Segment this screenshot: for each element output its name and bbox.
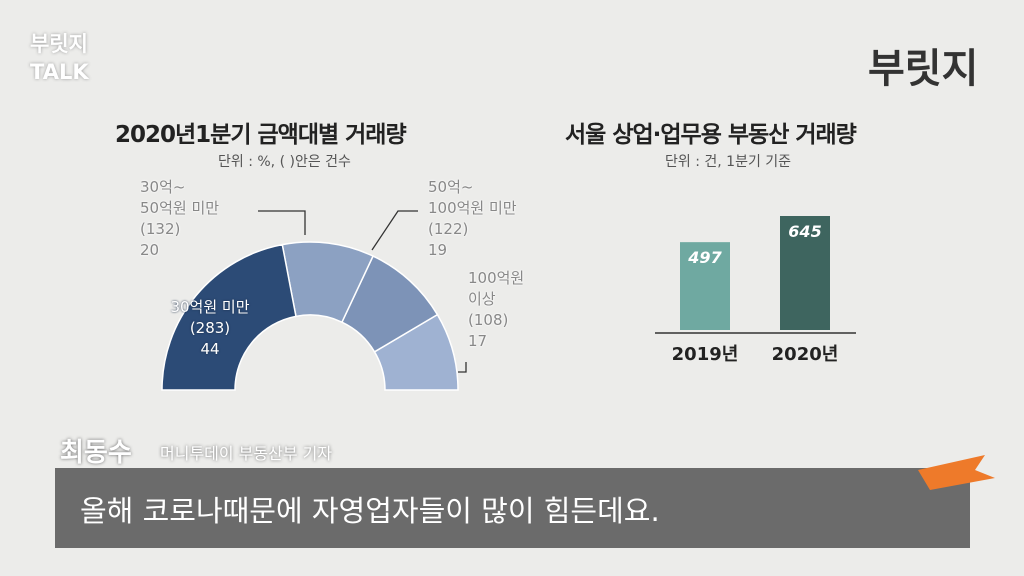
value-label: 17: [468, 332, 488, 350]
chart-subtitle: 단위 : 건, 1분기 기준: [665, 154, 792, 170]
segment-label: 30억원 미만: [170, 298, 250, 316]
logo-left: 부릿지 TALK: [30, 32, 89, 84]
value-label: 44: [200, 340, 220, 358]
donut-segment: [373, 313, 459, 391]
brush-stroke: [918, 455, 995, 490]
speaker-role: 머니투데이 부동산부 기자: [160, 444, 333, 463]
donut-segment: [340, 255, 439, 353]
count-label: (132): [140, 220, 181, 238]
count-label: (108): [468, 311, 509, 329]
value-label: 645: [788, 222, 822, 241]
count-label: (283): [189, 319, 231, 337]
leader-line: [458, 362, 467, 373]
x-tick-label: 2020년: [771, 344, 839, 365]
segment-label: 100억원 이상: [468, 269, 525, 308]
caption: 올해 코로나때문에 자영업자들이 많이 힘든데요.: [80, 494, 660, 528]
value-label: 497: [688, 248, 722, 268]
chart-subtitle: 단위 : %, ( )안은 건수: [218, 154, 351, 170]
value-label: 20: [140, 241, 160, 259]
x-tick-label: 2019년: [671, 344, 739, 365]
bar: [780, 216, 830, 330]
speaker-name: 최동수: [60, 438, 132, 468]
logo-right: 부릿지: [868, 46, 979, 92]
donut-segment: [281, 241, 375, 324]
bar: [680, 242, 730, 330]
segment-label: 50억~ 100억원 미만: [428, 178, 517, 217]
count-label: (122): [428, 220, 469, 238]
caption-bar: [55, 468, 970, 548]
segment-label: 30억~ 50억원 미만: [140, 178, 220, 217]
leader-line: [258, 210, 306, 235]
chart-title: 2020년1분기 금액대별 거래량: [115, 122, 407, 148]
chart-title: 서울 상업·업무용 부동산 거래량: [565, 122, 857, 148]
leader-lines: [258, 210, 467, 373]
value-label: 19: [428, 241, 448, 259]
leader-line: [371, 210, 418, 251]
donut-segment: [161, 243, 297, 391]
